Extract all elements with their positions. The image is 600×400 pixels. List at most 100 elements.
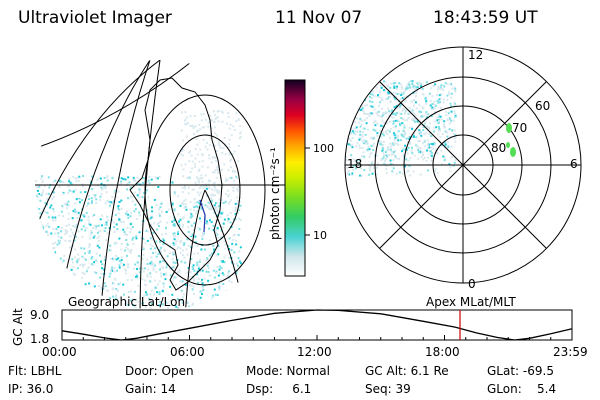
aurora-pixel (385, 154, 388, 157)
aurora-pixel (66, 203, 69, 206)
aurora-pixel (373, 142, 376, 145)
aurora-pixel (91, 175, 93, 178)
aurora-pixel (89, 233, 92, 236)
aurora-pixel (199, 177, 202, 180)
aurora-pixel (35, 274, 36, 277)
aurora-pixel (101, 267, 103, 270)
aurora-pixel (391, 170, 394, 173)
aurora-pixel (210, 208, 213, 211)
aurora-pixel (439, 101, 441, 104)
aurora-pixel (222, 222, 225, 225)
aurora-pixel (193, 197, 196, 200)
aurora-pixel (122, 221, 125, 223)
aurora-pixel (218, 241, 221, 244)
aurora-pixel (191, 288, 194, 291)
mlt-label-6: 6 (570, 157, 578, 171)
aurora-pixel (155, 270, 158, 273)
aurora-pixel (88, 252, 91, 254)
aurora-pixel (418, 133, 421, 136)
aurora-pixel (67, 204, 70, 207)
aurora-pixel (89, 244, 92, 247)
aurora-pixel (44, 238, 47, 241)
aurora-pixel (352, 111, 355, 114)
aurora-pixel (72, 278, 75, 281)
aurora-pixel (76, 177, 79, 180)
aurora-pixel (135, 237, 138, 240)
aurora-pixel (425, 100, 428, 103)
aurora-pixel (196, 261, 199, 264)
aurora-pixel (388, 142, 391, 145)
aurora-pixel (107, 219, 109, 222)
aurora-pixel (414, 88, 417, 91)
aurora-pixel (151, 206, 153, 209)
aurora-pixel (35, 291, 38, 294)
aurora-pixel (414, 101, 417, 104)
aurora-pixel (98, 246, 101, 249)
aurora-pixel (445, 114, 448, 117)
aurora-pixel (380, 141, 383, 144)
aurora-pixel (100, 193, 103, 196)
aurora-pixel (427, 143, 430, 146)
aurora-pixel (437, 113, 440, 116)
aurora-pixel (379, 101, 382, 104)
aurora-pixel (235, 272, 238, 275)
aurora-pixel (213, 171, 216, 174)
aurora-pixel (367, 113, 370, 116)
aurora-pixel (147, 196, 150, 199)
aurora-pixel (411, 80, 414, 83)
aurora-pixel (91, 256, 94, 258)
aurora-pixel (201, 282, 204, 285)
aurora-pixel (183, 293, 186, 296)
aurora-pixel (35, 253, 37, 255)
aurora-pixel (144, 305, 147, 308)
aurora-pixel (198, 277, 200, 280)
aurora-pixel (353, 127, 356, 130)
aurora-pixel (177, 245, 180, 248)
aurora-pixel (433, 142, 436, 145)
aurora-pixel (144, 267, 146, 270)
aurora-pixel (117, 212, 120, 215)
aurora-pixel (142, 270, 145, 273)
aurora-pixel (120, 262, 123, 264)
aurora-pixel (434, 83, 437, 86)
aurora-pixel (33, 249, 35, 251)
aurora-pixel (61, 261, 64, 264)
aurora-pixel (46, 251, 49, 254)
aurora-pixel (392, 116, 395, 119)
aurora-pixel (206, 142, 208, 144)
aurora-pixel (443, 123, 445, 126)
aurora-pixel (239, 205, 242, 207)
aurora-pixel (224, 200, 227, 203)
aurora-pixel (118, 266, 121, 269)
aurora-pixel (450, 119, 453, 122)
aurora-pixel (95, 202, 98, 204)
aurora-pixel (194, 165, 197, 168)
aurora-pixel (410, 80, 413, 83)
aurora-pixel (372, 166, 375, 169)
aurora-pixel (433, 126, 436, 129)
aurora-pixel (37, 257, 40, 259)
aurora-pixel (106, 179, 109, 182)
aurora-pixel (357, 88, 360, 90)
aurora-pixel (366, 91, 368, 94)
aurora-pixel (153, 279, 156, 282)
aurora-pixel (155, 255, 158, 258)
aurora-pixel (183, 187, 186, 190)
aurora-pixel (202, 302, 204, 305)
aurora-pixel (345, 155, 347, 158)
aurora-pixel (151, 252, 154, 254)
aurora-pixel (41, 192, 44, 194)
aurora-pixel (85, 227, 88, 230)
aurora-pixel (370, 152, 373, 155)
aurora-pixel (227, 115, 230, 118)
aurora-pixel (88, 198, 91, 200)
aurora-pixel (43, 277, 46, 280)
aurora-pixel (127, 213, 130, 216)
aurora-pixel (64, 292, 66, 295)
aurora-pixel (368, 173, 371, 176)
aurora-pixel (383, 80, 385, 83)
aurora-pixel (183, 242, 186, 245)
aurora-pixel (368, 167, 371, 170)
aurora-pixel (451, 156, 454, 159)
aurora-pixel (349, 131, 352, 134)
